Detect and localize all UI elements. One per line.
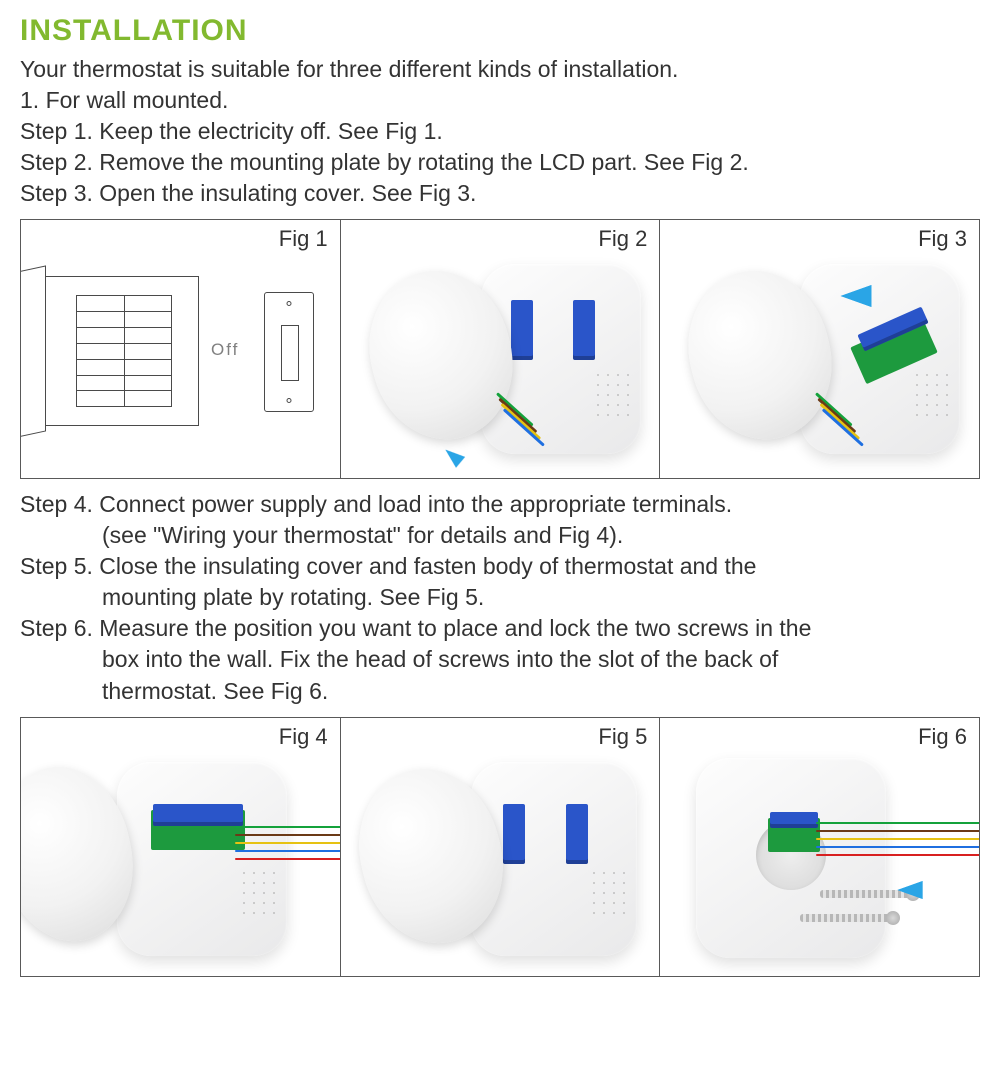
intro-text: Your thermostat is suitable for three di… <box>20 54 980 85</box>
step-4a: Step 4. Connect power supply and load in… <box>20 489 980 520</box>
figures-row-1: Fig 1 Off Fig 2 <box>20 219 980 479</box>
step-5b: mounting plate by rotating. See Fig 5. <box>20 582 980 613</box>
step-6a: Step 6. Measure the position you want to… <box>20 613 980 644</box>
figures-row-2: Fig 4 Fig 5 Fig 6 <box>20 717 980 977</box>
off-label: Off <box>211 340 239 360</box>
section-heading: 1. For wall mounted. <box>20 85 980 116</box>
step-6c: thermostat. See Fig 6. <box>20 676 980 707</box>
figure-6: Fig 6 <box>660 718 979 976</box>
figure-5: Fig 5 <box>341 718 661 976</box>
figure-3: Fig 3 <box>660 220 979 478</box>
page-title: INSTALLATION <box>20 14 980 48</box>
step-1: Step 1. Keep the electricity off. See Fi… <box>20 116 980 147</box>
figure-4: Fig 4 <box>21 718 341 976</box>
figure-1: Fig 1 Off <box>21 220 341 478</box>
step-5a: Step 5. Close the insulating cover and f… <box>20 551 980 582</box>
step-2: Step 2. Remove the mounting plate by rot… <box>20 147 980 178</box>
step-3: Step 3. Open the insulating cover. See F… <box>20 178 980 209</box>
step-4b: (see "Wiring your thermostat" for detail… <box>20 520 980 551</box>
figure-2: Fig 2 <box>341 220 661 478</box>
step-6b: box into the wall. Fix the head of screw… <box>20 644 980 675</box>
